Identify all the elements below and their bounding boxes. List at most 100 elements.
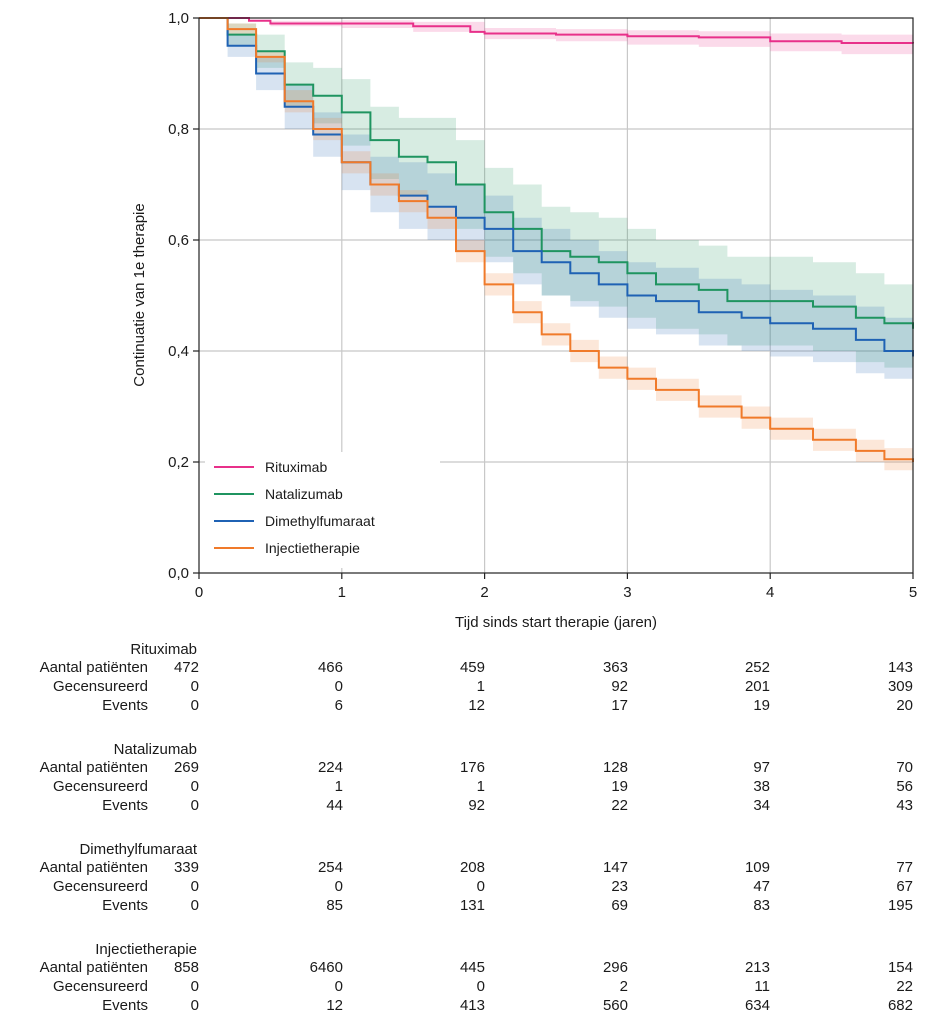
y-tick-label: 0,4 — [168, 343, 189, 360]
y-tick-label: 0,2 — [168, 454, 189, 471]
risk-value: 309 — [887, 678, 913, 695]
risk-value: 34 — [753, 797, 770, 814]
risk-value: 47 — [753, 878, 770, 895]
risk-row-label: Aantal patiënten — [39, 859, 148, 876]
risk-row-label: Aantal patiënten — [39, 959, 148, 976]
risk-value: 70 — [896, 759, 913, 776]
risk-value: 1 — [334, 778, 343, 795]
risk-value: 560 — [602, 997, 628, 1014]
risk-row-label: Events — [102, 697, 148, 714]
risk-value: 0 — [190, 778, 199, 795]
risk-value: 154 — [887, 959, 913, 976]
risk-group-title: Injectietherapie — [95, 941, 197, 958]
risk-row-label: Aantal patiënten — [39, 759, 148, 776]
risk-group-title: Dimethylfumaraat — [79, 841, 197, 858]
ci-band-natalizumab — [199, 18, 913, 374]
plot-frame — [198, 17, 914, 574]
risk-row-label: Gecensureerd — [52, 978, 148, 995]
survival-chart: 0 1 2 3 4 5 0,0 0,2 0,4 0,6 0,8 1,0 Tijd sinds star… — [131, 10, 917, 631]
risk-value: 634 — [744, 997, 770, 1014]
risk-group-title: Rituximab — [130, 641, 197, 658]
ci-band-dimethylfumaraat — [199, 18, 913, 385]
risk-value: 682 — [887, 997, 913, 1014]
risk-value: 0 — [190, 797, 199, 814]
risk-value: 131 — [459, 897, 485, 914]
risk-row-label: Events — [102, 797, 148, 814]
risk-value: 6 — [334, 697, 343, 714]
risk-value: 92 — [468, 797, 485, 814]
ci-band-rituximab — [199, 18, 913, 57]
risk-value: 213 — [744, 959, 770, 976]
risk-value: 0 — [190, 697, 199, 714]
risk-value: 472 — [173, 659, 199, 676]
risk-value: 38 — [753, 778, 770, 795]
risk-value: 296 — [602, 959, 628, 976]
x-tick-label: 1 — [338, 584, 346, 601]
risk-value: 12 — [468, 697, 485, 714]
risk-value: 143 — [887, 659, 913, 676]
risk-row-label: Gecensureerd — [52, 878, 148, 895]
risk-value: 195 — [887, 897, 913, 914]
risk-value: 92 — [611, 678, 628, 695]
risk-value: 0 — [476, 878, 485, 895]
risk-value: 466 — [317, 659, 343, 676]
x-tick-label: 0 — [195, 584, 203, 601]
risk-value: 17 — [611, 697, 628, 714]
x-axis-title: Tijd sinds start therapie (jaren) — [455, 614, 657, 631]
legend-label: Rituximab — [265, 459, 327, 475]
risk-value: 109 — [744, 859, 770, 876]
x-tick-label: 5 — [909, 584, 917, 601]
risk-value: 67 — [896, 878, 913, 895]
y-tick-label: 0,6 — [168, 232, 189, 249]
risk-value: 77 — [896, 859, 913, 876]
confidence-bands — [199, 18, 913, 474]
risk-value: 19 — [753, 697, 770, 714]
y-tick-label: 1,0 — [168, 10, 189, 27]
risk-value: 459 — [459, 659, 485, 676]
risk-value: 12 — [326, 997, 343, 1014]
legend-label: Injectietherapie — [265, 540, 360, 556]
risk-value: 363 — [602, 659, 628, 676]
risk-value: 1 — [476, 778, 485, 795]
risk-value: 56 — [896, 778, 913, 795]
risk-value: 22 — [611, 797, 628, 814]
risk-value: 858 — [173, 959, 199, 976]
risk-value: 201 — [744, 678, 770, 695]
series-line-injectietherapie — [199, 17, 914, 462]
risk-value: 83 — [753, 897, 770, 914]
risk-value: 0 — [476, 978, 485, 995]
risk-value: 0 — [190, 978, 199, 995]
x-tick-label: 4 — [766, 584, 774, 601]
risk-value: 22 — [896, 978, 913, 995]
legend: Rituximab Natalizumab Dimethylfumaraat Inje… — [205, 452, 440, 568]
risk-group-title: Natalizumab — [113, 741, 197, 758]
risk-value: 269 — [173, 759, 199, 776]
risk-row-label: Events — [102, 997, 148, 1014]
risk-value: 224 — [317, 759, 343, 776]
risk-value: 208 — [459, 859, 485, 876]
risk-value: 0 — [190, 678, 199, 695]
y-axis-title: Continuatie van 1e therapie — [131, 203, 148, 386]
risk-value: 1 — [476, 678, 485, 695]
risk-value: 445 — [459, 959, 485, 976]
risk-value: 6460 — [309, 959, 343, 976]
risk-value: 20 — [896, 697, 913, 714]
survival-curves — [199, 17, 914, 462]
risk-value: 44 — [326, 797, 343, 814]
risk-value: 147 — [602, 859, 628, 876]
risk-value: 339 — [173, 859, 199, 876]
x-tick-label: 3 — [623, 584, 631, 601]
risk-value: 0 — [334, 678, 343, 695]
series-line-rituximab — [199, 17, 914, 44]
risk-value: 11 — [754, 978, 770, 995]
risk-value: 413 — [459, 997, 485, 1014]
axes: 0 1 2 3 4 5 0,0 0,2 0,4 0,6 0,8 1,0 — [168, 10, 917, 601]
y-tick-label: 0,0 — [168, 565, 189, 582]
x-tick-label: 2 — [480, 584, 488, 601]
risk-value: 0 — [190, 878, 199, 895]
risk-value: 97 — [753, 759, 770, 776]
risk-value: 23 — [611, 878, 628, 895]
risk-value: 0 — [190, 997, 199, 1014]
risk-value: 85 — [326, 897, 343, 914]
risk-row-label: Events — [102, 897, 148, 914]
